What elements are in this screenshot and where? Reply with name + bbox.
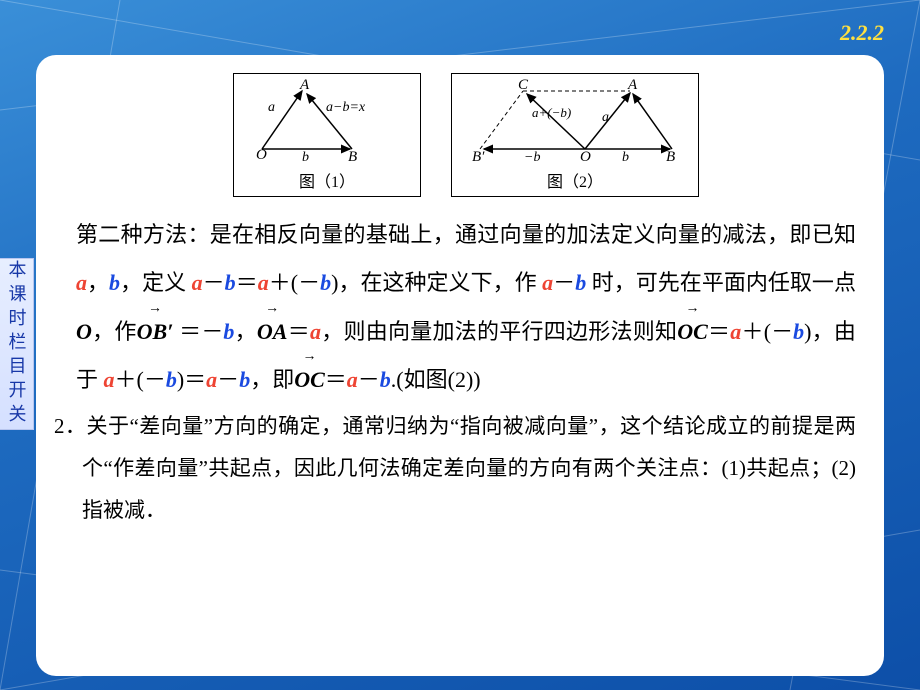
svg-text:B′: B′ [472,149,485,161]
svg-text:O: O [256,147,267,161]
svg-text:B: B [348,149,357,161]
svg-text:B: B [666,149,675,161]
body-text: 第二种方法：是在相反向量的基础上，通过向量的加法定义向量的减法，即已知 a，b，… [76,211,856,531]
paragraph-1: 第二种方法：是在相反向量的基础上，通过向量的加法定义向量的减法，即已知 a，b，… [76,211,856,405]
svg-text:a: a [602,110,609,125]
section-number: 2.2.2 [840,20,884,46]
svg-text:b: b [302,150,309,161]
figure-1: O A B a b a−b=x 图（1） [233,73,421,197]
figure-2-caption: 图（2） [460,168,690,192]
sidebar-label: 本课时栏目开关 [4,260,30,428]
figure-2: B′ O B C A a+(−b) a −b b 图（2） [451,73,699,197]
svg-text:b: b [622,150,629,161]
svg-text:O: O [580,149,591,161]
sidebar-tab[interactable]: 本课时栏目开关 [0,258,34,430]
svg-text:a: a [268,100,275,115]
svg-text:−b: −b [524,150,540,161]
svg-text:A: A [299,79,310,93]
paragraph-2: 2．关于“差向量”方向的确定，通常归纳为“指向被减向量”，这个结论成立的前提是两… [54,405,856,531]
svg-text:A: A [627,79,638,93]
svg-text:a−b=x: a−b=x [326,100,366,115]
svg-text:a+(−b): a+(−b) [532,105,571,120]
figure-1-caption: 图（1） [242,168,412,192]
figures-row: O A B a b a−b=x 图（1） [76,73,856,197]
content-card: O A B a b a−b=x 图（1） [36,55,884,676]
svg-text:C: C [518,79,529,93]
